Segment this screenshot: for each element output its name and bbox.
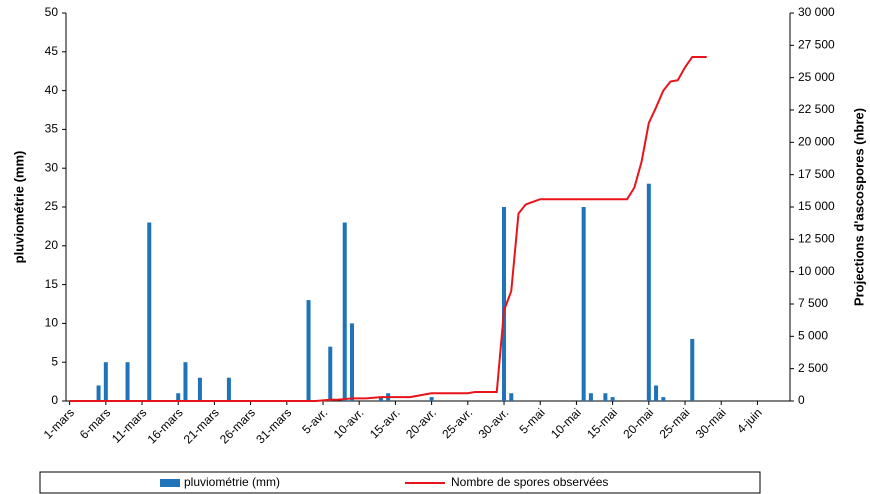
x-tick-label: 16-mars: [145, 405, 186, 446]
legend-box: [39, 471, 761, 494]
bar: [690, 338, 695, 401]
y-tick-label: 20: [45, 238, 59, 252]
bar: [96, 385, 101, 401]
y2-tick-label: 7 500: [798, 296, 828, 310]
x-tick-label: 15-mai: [584, 405, 620, 441]
y-tick-label: 40: [45, 83, 59, 97]
y-tick-label: 0: [51, 393, 58, 407]
bar: [349, 323, 354, 401]
bar: [306, 300, 311, 401]
bar: [183, 362, 188, 401]
y2-tick-label: 10 000: [798, 264, 835, 278]
x-tick-label: 20-avr.: [403, 405, 439, 441]
y2-tick-label: 20 000: [798, 135, 835, 149]
bar: [654, 385, 659, 401]
y2-axis-label: Projections d'ascospores (nbre): [851, 108, 866, 306]
y-tick-label: 5: [51, 354, 58, 368]
x-tick-label: 25-avr.: [439, 405, 475, 441]
y2-tick-label: 17 500: [798, 167, 835, 181]
y2-tick-label: 0: [798, 393, 805, 407]
x-tick-label: 30-mai: [693, 405, 729, 441]
y2-tick-label: 25 000: [798, 70, 835, 84]
bar: [147, 222, 152, 401]
x-tick-label: 26-mars: [217, 405, 258, 446]
x-tick-label: 25-mai: [657, 405, 693, 441]
x-tick-label: 15-avr.: [367, 405, 403, 441]
x-tick-label: 21-mars: [181, 405, 222, 446]
x-tick-label: 1-mars: [41, 405, 77, 441]
x-tick-label: 5-avr.: [299, 405, 330, 436]
x-tick-label: 20-mai: [620, 405, 656, 441]
line: [69, 55, 707, 402]
y-tick-label: 30: [45, 160, 59, 174]
bar: [342, 222, 347, 401]
bar: [103, 362, 108, 401]
x-tick-label: 4-juin: [734, 405, 765, 436]
y2-tick-label: 22 500: [798, 102, 835, 116]
y2-tick-label: 30 000: [798, 5, 835, 19]
legend-label: Nombre de spores observées: [451, 475, 608, 489]
x-tick-label: 6-mars: [77, 405, 113, 441]
bar: [610, 397, 615, 401]
x-tick-label: 10-avr.: [331, 405, 367, 441]
y-tick-label: 25: [45, 199, 59, 213]
x-tick-label: 11-mars: [109, 405, 149, 445]
y-tick-label: 50: [45, 5, 59, 19]
y-axis-label: pluviométrie (mm): [11, 151, 26, 264]
legend-swatch: [160, 479, 180, 487]
bar: [661, 397, 666, 401]
bar: [429, 397, 434, 401]
bar: [226, 377, 231, 401]
bar: [378, 397, 383, 401]
y2-tick-label: 2 500: [798, 361, 828, 375]
bar: [646, 183, 651, 401]
legend-label: pluviométrie (mm): [184, 475, 280, 489]
y2-tick-label: 12 500: [798, 232, 835, 246]
bar: [509, 393, 514, 401]
y-tick-label: 45: [45, 44, 59, 58]
y-tick-label: 35: [45, 122, 59, 136]
y2-tick-label: 27 500: [798, 38, 835, 52]
bar: [588, 393, 593, 401]
bar: [176, 393, 181, 401]
bar: [328, 346, 333, 401]
bar: [581, 207, 586, 401]
x-tick-label: 5-mai: [516, 405, 547, 436]
y-tick-label: 10: [45, 316, 59, 330]
y2-tick-label: 15 000: [798, 199, 835, 213]
y2-tick-label: 5 000: [798, 329, 828, 343]
bar: [125, 362, 130, 401]
bar: [197, 377, 202, 401]
bar: [603, 393, 608, 401]
y-tick-label: 15: [45, 277, 59, 291]
x-tick-label: 10-mai: [548, 405, 584, 441]
x-tick-label: 30-avr.: [476, 405, 512, 441]
bar: [502, 207, 507, 401]
x-tick-label: 31-mars: [253, 405, 294, 446]
